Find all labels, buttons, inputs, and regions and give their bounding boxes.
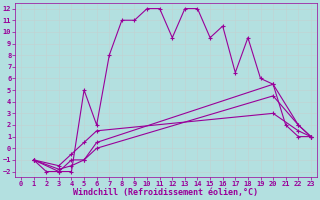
X-axis label: Windchill (Refroidissement éolien,°C): Windchill (Refroidissement éolien,°C): [74, 188, 259, 197]
